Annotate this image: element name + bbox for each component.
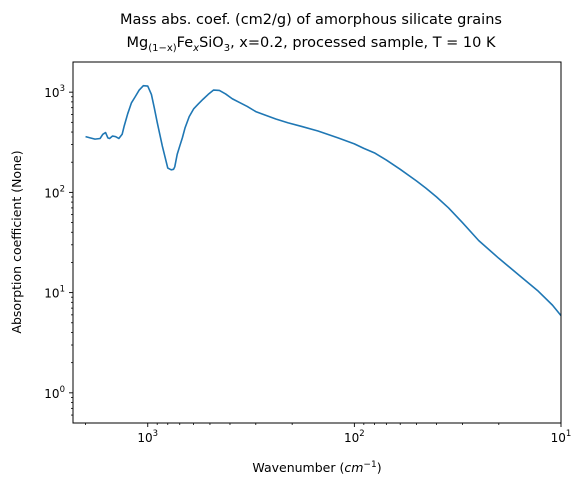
title-sub-3: 3 xyxy=(224,43,230,54)
title-sio: SiO xyxy=(199,35,224,51)
y-axis-label: Absorption coefficient (None) xyxy=(9,150,24,333)
axes-frame xyxy=(72,61,562,424)
title-fe: Fe xyxy=(177,35,194,51)
chart-title-line1: Mass abs. coef. (cm2/g) of amorphous sil… xyxy=(120,12,502,28)
xlabel-exp: −1 xyxy=(363,460,376,470)
tick-labels: 103 102 101 100 101 102 103 xyxy=(44,84,571,445)
title-rest: , x=0.2, processed sample, T = 10 K xyxy=(230,35,496,51)
title-sub-x: x xyxy=(192,43,199,54)
x-tick-label: 101 xyxy=(551,429,572,445)
xlabel-cm: cm xyxy=(344,460,363,475)
xlabel-close: ) xyxy=(377,460,382,475)
chart-title: Mass abs. coef. (cm2/g) of amorphous sil… xyxy=(120,12,502,54)
y-tick-label: 101 xyxy=(44,285,65,301)
x-tick-label: 103 xyxy=(137,429,158,445)
chart-title-line2: Mg(1−x)FexSiO3, x=0.2, processed sample,… xyxy=(126,35,496,54)
axis-ticks xyxy=(69,91,562,427)
x-axis-label: Wavenumber (cm−1) xyxy=(252,460,381,475)
y-tick-label: 103 xyxy=(44,84,65,100)
xlabel-part1: Wavenumber ( xyxy=(252,460,344,475)
y-tick-label: 102 xyxy=(44,184,65,200)
title-sub-1mx: (1−x) xyxy=(148,43,177,54)
x-tick-label: 102 xyxy=(344,429,365,445)
series-line-0 xyxy=(85,84,561,317)
title-mg: Mg xyxy=(126,35,148,51)
y-tick-label: 100 xyxy=(44,385,65,401)
plot-area xyxy=(85,84,561,317)
